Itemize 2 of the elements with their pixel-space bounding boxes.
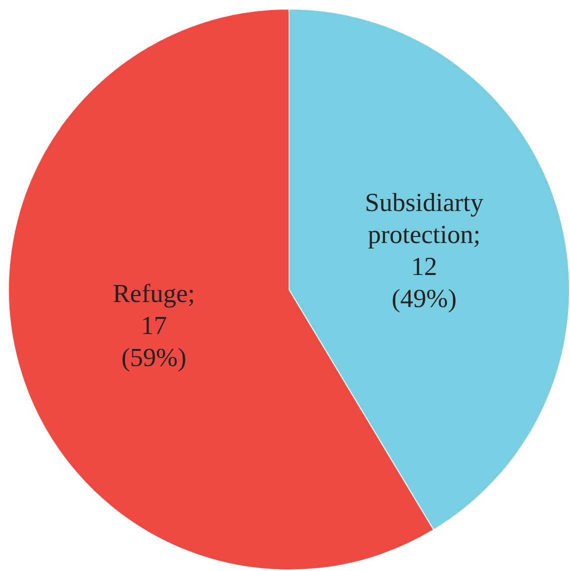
slice-label: Refuge; 17 (59%) <box>112 278 196 372</box>
slice-label: Subsidiarty protection; 12 (49%) <box>364 188 484 313</box>
